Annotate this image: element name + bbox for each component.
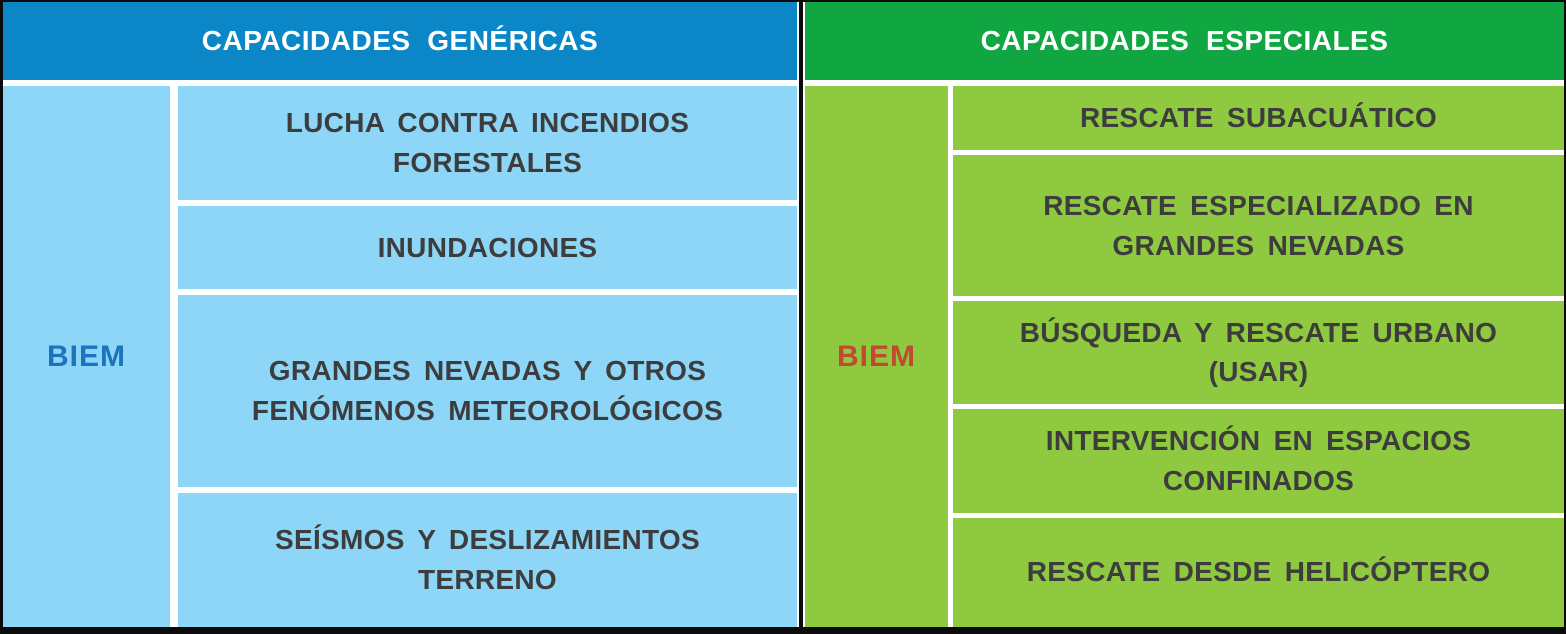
- table-capacidades-genericas: CAPACIDADES GENÉRICAS BIEM LUCHA CONTRA …: [3, 2, 797, 627]
- table-capacidades-especiales: CAPACIDADES ESPECIALES BIEM RESCATE SUBA…: [805, 2, 1564, 627]
- special-capabilities-header: CAPACIDADES ESPECIALES: [805, 2, 1564, 80]
- generic-capabilities-header: CAPACIDADES GENÉRICAS: [3, 2, 797, 80]
- capability-cell-rescate-subacuatico: RESCATE SUBACUÁTICO: [953, 86, 1564, 151]
- capability-cell-rescate-nevadas: RESCATE ESPECIALIZADO EN GRANDES NEVADAS: [953, 155, 1564, 296]
- table-divider: [797, 2, 805, 627]
- capability-cell-busqueda-rescate-urbano: BÚSQUEDA Y RESCATE URBANO (USAR): [953, 300, 1564, 405]
- capability-cell-espacios-confinados: INTERVENCIÓN EN ESPACIOS CONFINADOS: [953, 409, 1564, 513]
- capability-cell-seismos: SEÍSMOS Y DESLIZAMIENTOS TERRENO: [178, 493, 797, 627]
- capability-cell-inundaciones: INUNDACIONES: [178, 206, 797, 289]
- biem-label-generic: BIEM: [3, 86, 170, 627]
- biem-label-special: BIEM: [805, 86, 948, 627]
- generic-capabilities-body: BIEM LUCHA CONTRA INCENDIOS FORESTALES I…: [3, 80, 797, 627]
- capability-cell-rescate-helicoptero: RESCATE DESDE HELICÓPTERO: [953, 517, 1564, 627]
- special-capabilities-body: BIEM RESCATE SUBACUÁTICO RESCATE ESPECIA…: [805, 80, 1564, 627]
- capability-cell-incendios-forestales: LUCHA CONTRA INCENDIOS FORESTALES: [178, 86, 797, 201]
- generic-capability-rows: LUCHA CONTRA INCENDIOS FORESTALES INUNDA…: [178, 86, 797, 627]
- special-capability-rows: RESCATE SUBACUÁTICO RESCATE ESPECIALIZAD…: [953, 86, 1564, 627]
- capability-cell-grandes-nevadas: GRANDES NEVADAS Y OTROS FENÓMENOS METEOR…: [178, 294, 797, 488]
